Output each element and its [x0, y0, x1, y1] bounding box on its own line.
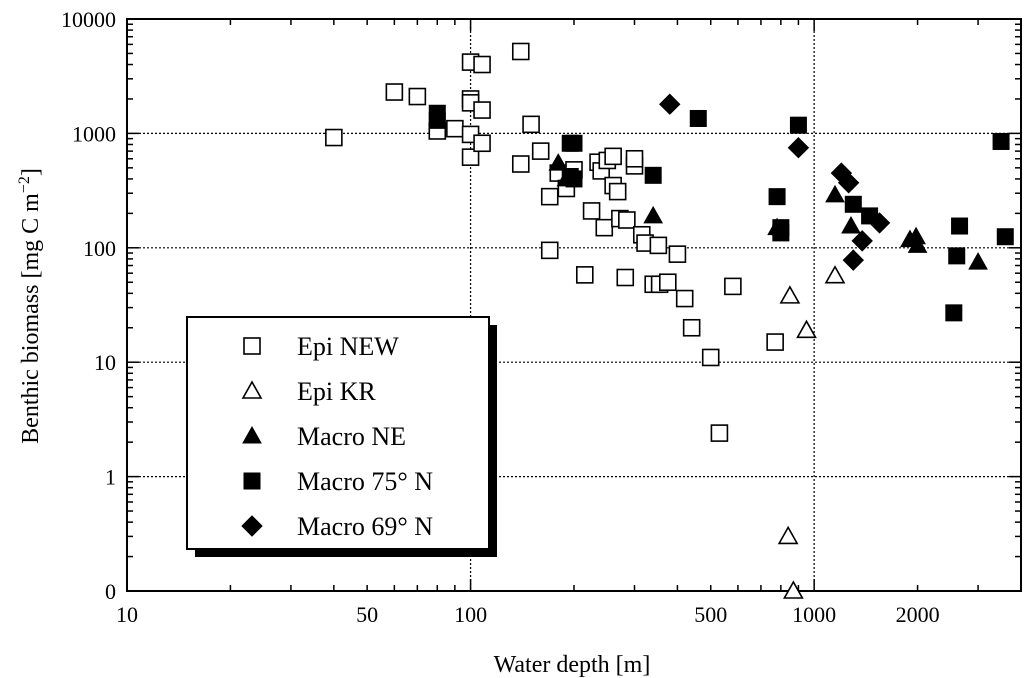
- data-point: [796, 319, 817, 339]
- legend-marker: [243, 337, 261, 355]
- data-point: [649, 236, 668, 255]
- y-axis-title-end: ]: [18, 168, 44, 176]
- legend-label: Macro NE: [297, 422, 406, 451]
- data-point: [461, 148, 480, 166]
- data-point: [992, 132, 1010, 150]
- data-point: [385, 83, 404, 101]
- data-point: [565, 170, 583, 188]
- x-tick-label: 1000: [792, 602, 836, 627]
- y-tick-label: 10: [94, 350, 116, 375]
- x-tick-label: 10: [116, 602, 138, 627]
- data-point: [701, 348, 720, 367]
- data-point: [777, 525, 799, 545]
- data-point: [772, 224, 790, 242]
- data-point: [658, 273, 677, 292]
- data-point: [868, 212, 891, 234]
- x-tick-label: 50: [356, 602, 378, 627]
- x-tick-label: 100: [454, 602, 487, 627]
- data-point: [841, 216, 861, 234]
- data-point: [616, 268, 635, 287]
- data-point: [511, 42, 530, 61]
- data-point: [844, 195, 862, 213]
- legend-marker: [241, 515, 263, 537]
- data-point: [604, 147, 622, 166]
- data-point: [511, 155, 530, 173]
- legend-marker: [241, 380, 263, 399]
- data-point: [582, 202, 601, 220]
- x-axis-title: Water depth [m]: [494, 652, 651, 678]
- legend-marker: [243, 472, 261, 490]
- data-point: [682, 318, 701, 337]
- data-point: [643, 205, 664, 224]
- data-point: [608, 182, 627, 201]
- data-point: [540, 241, 559, 260]
- data-point: [531, 142, 550, 160]
- data-point: [325, 128, 343, 147]
- data-point: [951, 217, 969, 235]
- data-point: [689, 109, 707, 127]
- series-macro-69-n: [659, 93, 891, 271]
- data-point: [851, 230, 873, 252]
- x-tick-label: 2000: [896, 602, 940, 627]
- data-point: [945, 304, 963, 322]
- data-point: [446, 119, 464, 138]
- data-point: [668, 245, 687, 263]
- data-point: [996, 228, 1014, 246]
- data-point: [618, 211, 636, 229]
- data-point: [787, 136, 810, 159]
- data-point: [428, 111, 446, 129]
- data-point: [522, 115, 540, 134]
- series-epi-kr: [777, 265, 846, 599]
- legend-marker: [242, 425, 262, 444]
- data-point: [595, 218, 614, 237]
- legend-label: Macro 75° N: [297, 467, 433, 496]
- y-tick-label: 0: [105, 579, 116, 604]
- data-point: [948, 247, 966, 265]
- x-tick-label: 500: [694, 602, 727, 627]
- legend-entries: Epi NEW Epi KR Macro NE Macro 75° N Macro 69…: [241, 332, 433, 541]
- data-point: [825, 184, 845, 203]
- y-tick-label: 1000: [72, 121, 116, 146]
- legend-box: [186, 316, 490, 550]
- y-axis-title: Benthic biomass [mg C m−2]: [16, 168, 44, 444]
- data-point: [842, 249, 865, 271]
- data-point: [824, 265, 846, 284]
- data-point: [779, 285, 801, 304]
- y-tick-label: 100: [83, 236, 116, 261]
- data-point: [783, 580, 804, 599]
- y-tick-label: 1: [105, 465, 116, 490]
- data-point: [837, 172, 860, 194]
- y-axis-title-sup: −2: [16, 176, 33, 193]
- data-point: [408, 87, 427, 106]
- data-point: [473, 55, 491, 74]
- data-point: [724, 277, 742, 296]
- axes: 10 50 100 500 1000 2000 0 1 10 100 1000 10000: [61, 7, 1022, 627]
- legend: Epi NEW Epi KR Macro NE Macro 75° N Macro 69…: [186, 316, 497, 557]
- y-tick-label: 10000: [61, 7, 116, 32]
- data-point: [710, 424, 729, 442]
- legend-label: Macro 69° N: [297, 512, 433, 541]
- data-point: [644, 166, 662, 184]
- data-point: [766, 333, 784, 351]
- data-point: [473, 101, 491, 119]
- data-point: [625, 149, 644, 168]
- data-point: [659, 93, 681, 115]
- data-point: [907, 235, 928, 253]
- data-point: [789, 116, 807, 134]
- data-point: [565, 134, 583, 152]
- data-point: [675, 289, 694, 308]
- y-axis-title-main: Benthic biomass [mg C m: [18, 193, 44, 444]
- data-point: [540, 187, 559, 206]
- series-macro-75-n: [428, 104, 1014, 322]
- data-point: [768, 188, 786, 206]
- data-point: [548, 153, 569, 171]
- data-point: [575, 266, 594, 284]
- data-points: [325, 42, 1014, 599]
- legend-label: Epi NEW: [297, 332, 399, 361]
- legend-label: Epi KR: [297, 377, 376, 406]
- data-point: [473, 134, 491, 153]
- data-point: [968, 252, 988, 270]
